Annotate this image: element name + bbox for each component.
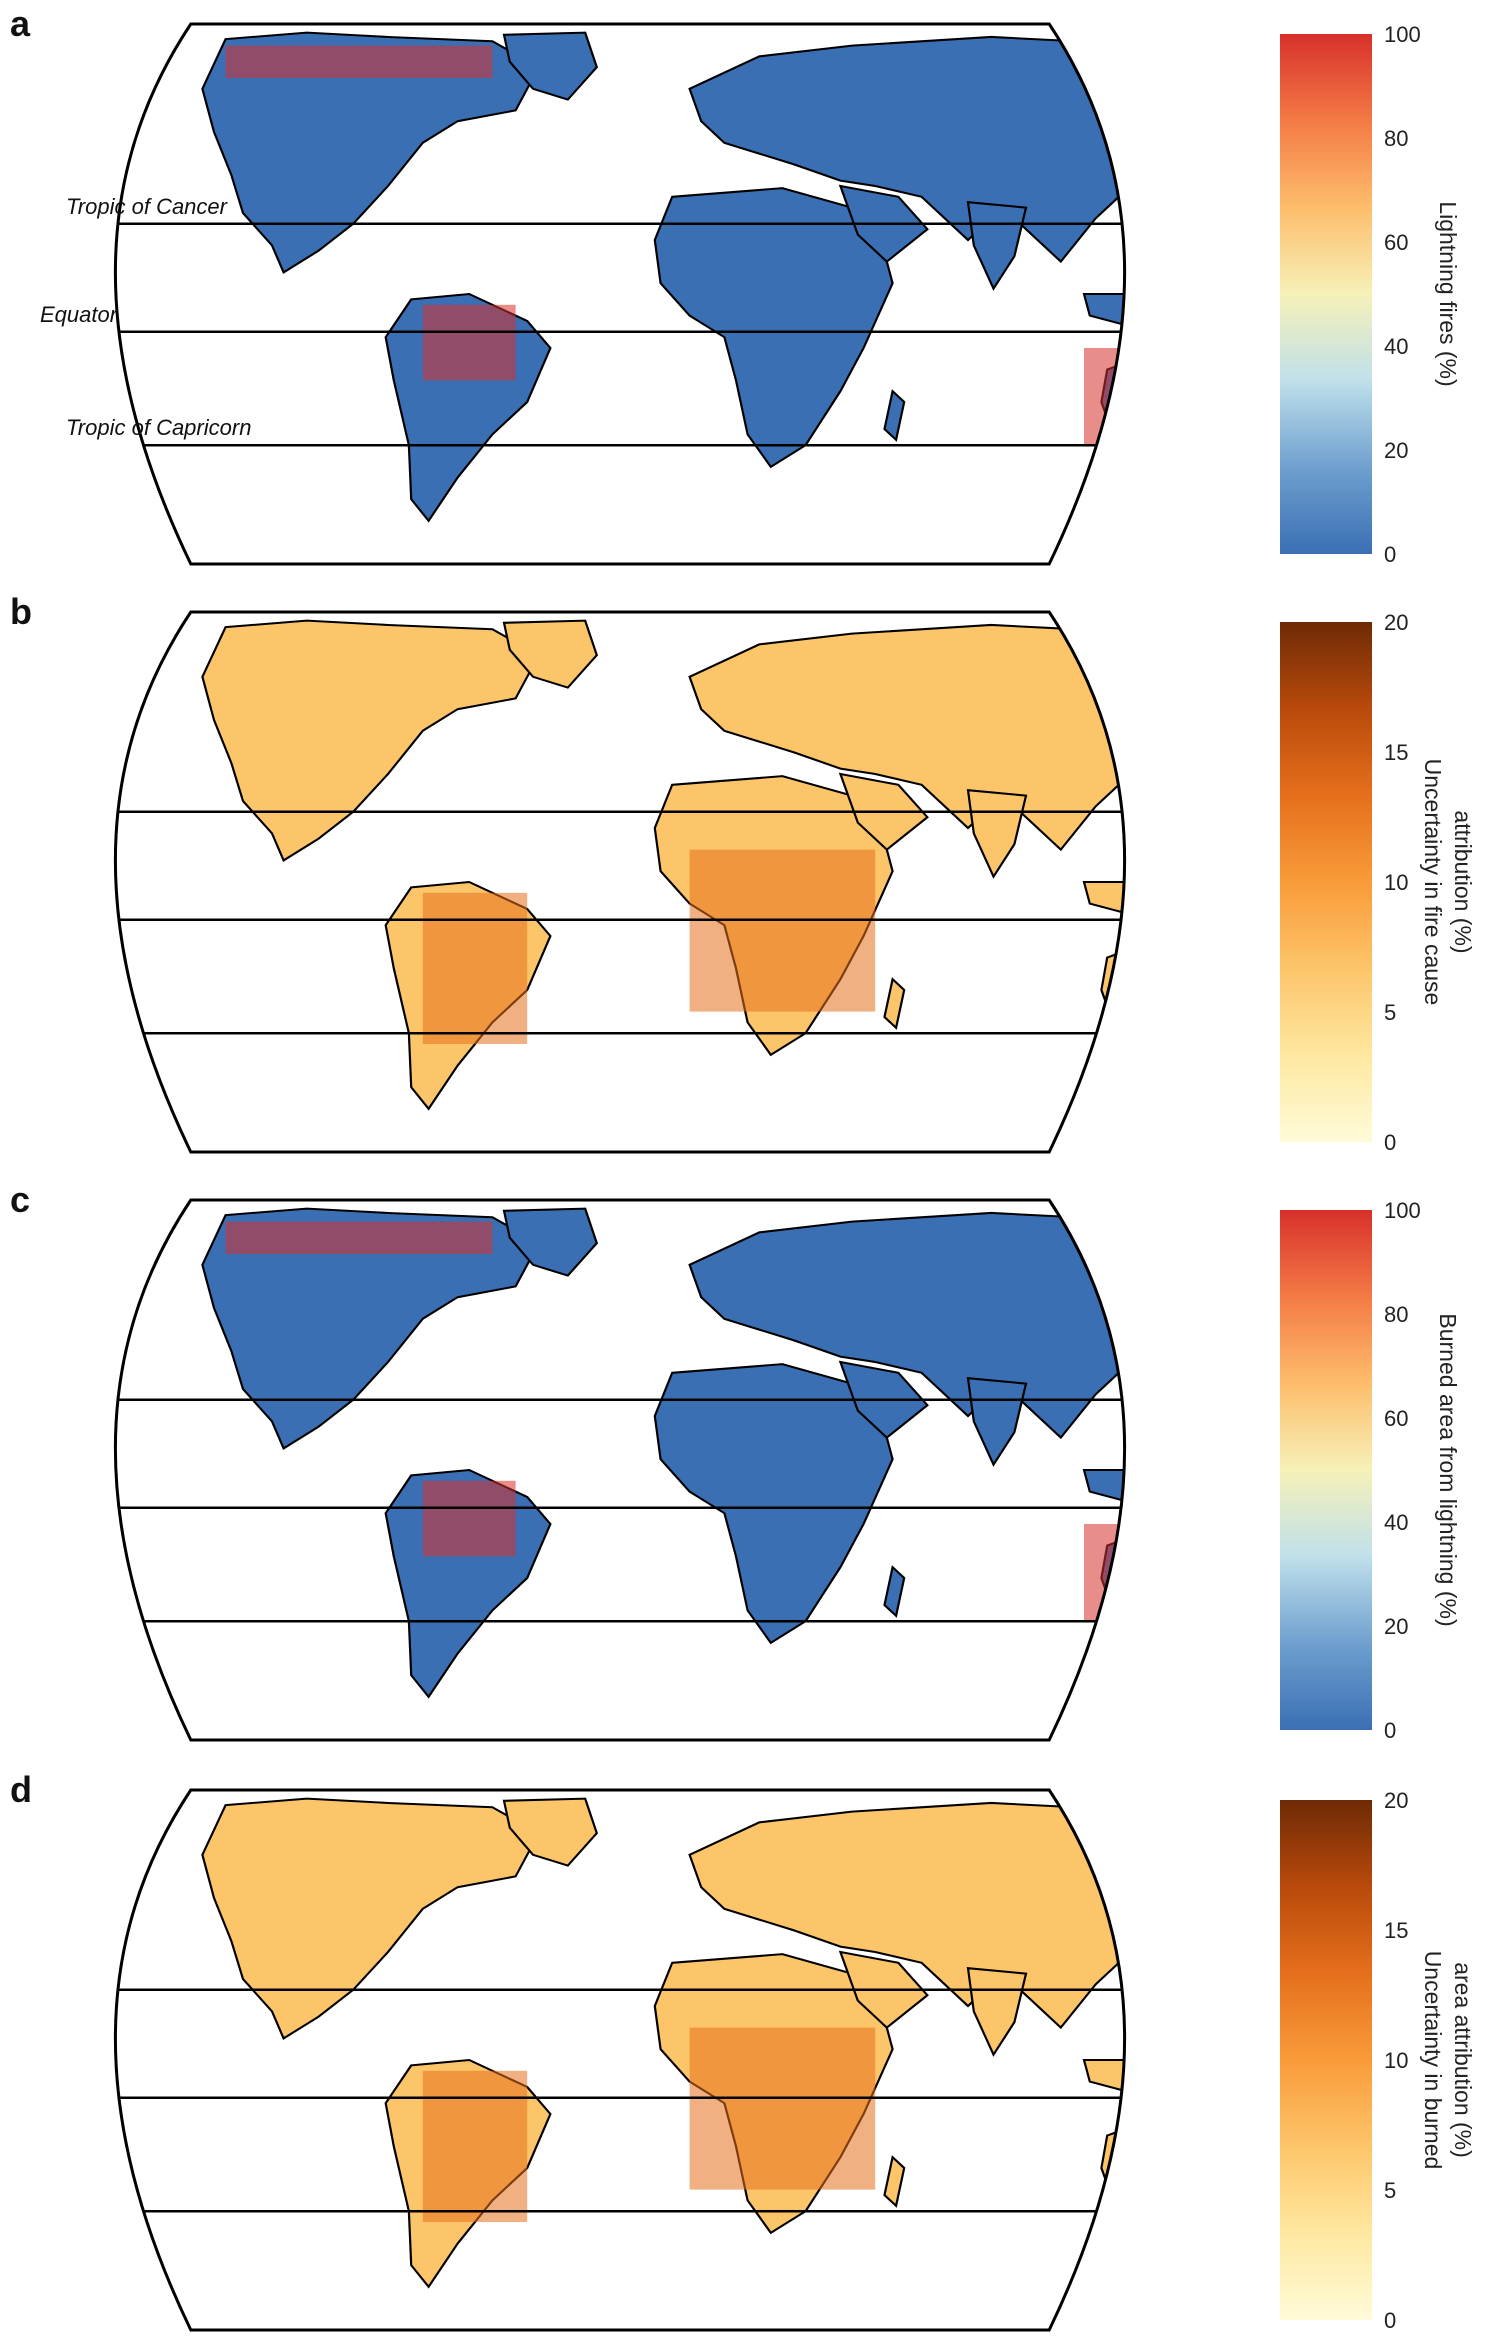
colorbar-tick-label: 0 <box>1384 542 1396 567</box>
continent-north-america <box>201 619 541 862</box>
continent-se-asia-islands <box>1082 880 1125 927</box>
colorbar-label: Burned area from lightning (%) <box>1435 1313 1461 1626</box>
colorbar-tick-label: 20 <box>1384 1788 1408 1813</box>
continent-greenland <box>502 619 599 689</box>
colorbar-tick-label: 40 <box>1384 334 1408 359</box>
continent-madagascar <box>883 2155 906 2208</box>
panel-c: c 0 20 40 60 80 100 Burned area from lightning … <box>10 1179 1461 1743</box>
map-frame <box>114 1788 1126 2332</box>
continent-madagascar <box>883 389 906 442</box>
colorbar-tick-label: 100 <box>1384 1198 1421 1223</box>
colorbar-label: Uncertainty in burned <box>1420 1951 1446 2170</box>
hotspot-region <box>1118 946 1125 1034</box>
colorbar-tick-label: 0 <box>1384 1718 1396 1743</box>
map-frame <box>114 1198 1126 1742</box>
colorbar-tick-label: 10 <box>1384 2048 1408 2073</box>
colorbar-tick-label: 20 <box>1384 1614 1408 1639</box>
hotspot-region <box>1084 1524 1125 1622</box>
continent-australia <box>1100 1522 1125 1644</box>
continents <box>201 1797 1125 2289</box>
continent-madagascar <box>883 977 906 1030</box>
hotspot-region <box>1084 348 1125 446</box>
colorbar-tick-label: 15 <box>1384 1918 1408 1943</box>
continent-greenland <box>502 1797 599 1867</box>
colorbar <box>1280 1800 1372 2320</box>
colorbar-tick-label: 0 <box>1384 1130 1396 1155</box>
colorbar <box>1280 34 1372 554</box>
continent-north-america <box>201 1797 541 2040</box>
continent-madagascar <box>883 1565 906 1618</box>
hotspot-region <box>689 849 876 1012</box>
colorbar-label: attribution (%) <box>1450 810 1476 953</box>
hotspot-region <box>225 45 493 78</box>
continent-se-asia-islands <box>1082 292 1125 339</box>
continents <box>201 1207 1125 1699</box>
panel-b: b 0 5 10 15 20 Uncertainty in fire cause attrib… <box>10 591 1476 1155</box>
map-frame <box>114 22 1126 566</box>
colorbar <box>1280 1210 1372 1730</box>
hotspot-region <box>422 2070 528 2222</box>
continent-north-america <box>201 1207 541 1450</box>
panel-letter: d <box>10 1769 32 1810</box>
reference-line-label: Equator <box>40 302 119 327</box>
colorbar-tick-label: 20 <box>1384 610 1408 635</box>
continent-north-america <box>201 31 541 274</box>
hotspot-region <box>225 1221 493 1254</box>
hotspot-region <box>689 2027 876 2190</box>
continent-australia <box>1100 2112 1125 2234</box>
continent-greenland <box>502 31 599 101</box>
panel-a: a Tropic of Cancer Equator Tropic of Capric… <box>10 3 1461 567</box>
colorbar-tick-label: 10 <box>1384 870 1408 895</box>
continent-greenland <box>502 1207 599 1277</box>
colorbar-tick-label: 20 <box>1384 438 1408 463</box>
continent-se-asia-islands <box>1082 2058 1125 2105</box>
colorbar-tick-label: 40 <box>1384 1510 1408 1535</box>
colorbar-tick-label: 100 <box>1384 22 1421 47</box>
continents <box>201 31 1125 523</box>
reference-line-label: Tropic of Cancer <box>66 194 229 219</box>
colorbar <box>1280 622 1372 1142</box>
colorbar-tick-label: 80 <box>1384 1302 1408 1327</box>
panel-letter: c <box>10 1179 30 1220</box>
colorbar-label: Lightning fires (%) <box>1435 201 1461 386</box>
panel-d: d 0 5 10 15 20 Uncertainty in burned area attri… <box>10 1769 1476 2333</box>
hotspot-region <box>1118 2124 1125 2212</box>
panel-letter: a <box>10 3 31 44</box>
continent-australia <box>1100 346 1125 468</box>
map-frame <box>114 610 1126 1154</box>
colorbar-tick-label: 5 <box>1384 1000 1396 1025</box>
hotspot-region <box>422 1480 516 1557</box>
hotspot-region <box>422 892 528 1044</box>
colorbar-tick-label: 80 <box>1384 126 1408 151</box>
continent-se-asia-islands <box>1082 1468 1125 1515</box>
colorbar-tick-label: 60 <box>1384 230 1408 255</box>
colorbar-label: Uncertainty in fire cause <box>1420 759 1446 1006</box>
continent-australia <box>1100 934 1125 1056</box>
colorbar-tick-label: 5 <box>1384 2178 1396 2203</box>
colorbar-label: area attribution (%) <box>1450 1962 1476 2158</box>
reference-line-label: Tropic of Capricorn <box>66 415 251 440</box>
hotspot-region <box>422 304 516 381</box>
panel-letter: b <box>10 591 32 632</box>
colorbar-tick-label: 0 <box>1384 2308 1396 2333</box>
continents <box>201 619 1125 1111</box>
colorbar-tick-label: 60 <box>1384 1406 1408 1431</box>
colorbar-tick-label: 15 <box>1384 740 1408 765</box>
